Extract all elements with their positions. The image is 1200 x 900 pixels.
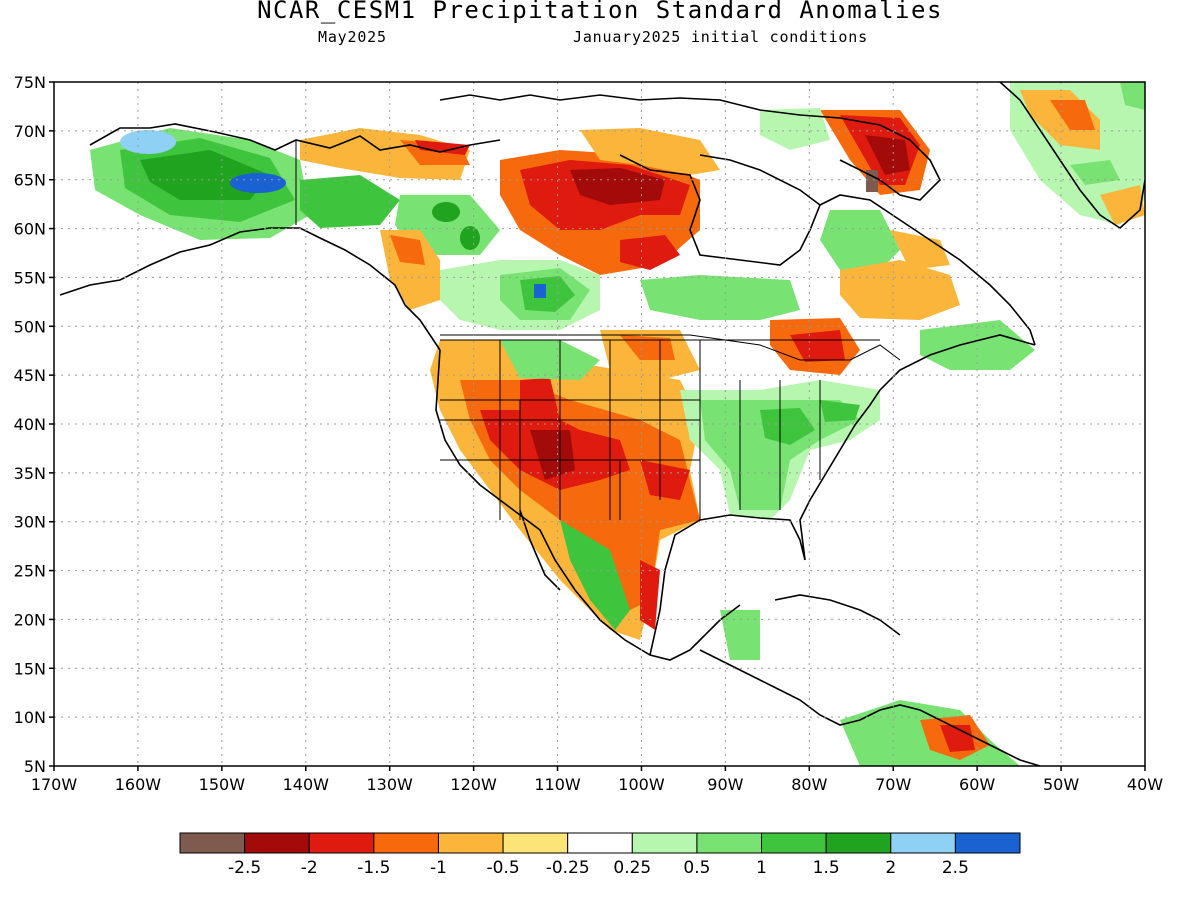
lon-tick-label: 40W xyxy=(1127,775,1163,794)
lon-tick-label: 140W xyxy=(283,775,330,794)
legend-label: 1.5 xyxy=(813,858,840,878)
legend-swatch xyxy=(308,832,375,854)
legend-swatch xyxy=(244,832,310,854)
longitude-axis: 170W 160W 150W 140W 130W 120W 110W 100W 90W 80W 70… xyxy=(31,766,1163,794)
lat-tick-label: 10N xyxy=(14,708,46,727)
state-borders xyxy=(440,339,880,520)
legend-label: 2 xyxy=(885,858,896,878)
lon-tick-label: 160W xyxy=(115,775,162,794)
central-america-coast xyxy=(699,649,1041,766)
lat-tick-label: 75N xyxy=(14,73,46,92)
legend-swatch xyxy=(373,832,439,854)
valid-month-label: May2025 xyxy=(318,28,387,46)
lat-tick-label: 55N xyxy=(14,268,46,287)
lat-tick-label: 65N xyxy=(14,171,46,190)
coastlines xyxy=(59,82,1145,766)
legend-swatch xyxy=(179,832,246,854)
canada-dry-anomaly xyxy=(300,128,720,310)
anomaly-shading xyxy=(90,82,1145,766)
legend-label: -0.25 xyxy=(546,858,590,878)
legend-swatch xyxy=(825,832,892,854)
lon-tick-label: 60W xyxy=(959,775,995,794)
west-coast xyxy=(435,349,741,661)
labrador-coast xyxy=(819,194,1036,346)
lat-tick-label: 30N xyxy=(14,513,46,532)
lat-tick-label: 35N xyxy=(14,464,46,483)
lon-tick-label: 70W xyxy=(875,775,911,794)
lat-lon-grid xyxy=(54,82,1145,766)
lon-tick-label: 170W xyxy=(31,775,78,794)
canada-border xyxy=(295,140,901,361)
lat-tick-label: 5N xyxy=(24,757,46,776)
lon-tick-label: 50W xyxy=(1043,775,1079,794)
legend-label: -1.5 xyxy=(357,858,390,878)
legend-swatch xyxy=(437,832,504,854)
lat-tick-label: 40N xyxy=(14,415,46,434)
map-title: NCAR_CESM1 Precipitation Standard Anomal… xyxy=(257,0,943,24)
lon-tick-label: 110W xyxy=(534,775,581,794)
latitude-axis: 75N 70N 65N 60N 55N 50N 45N 40N 35N 30N 25N 20N 15N 1… xyxy=(14,73,54,776)
legend-label: -2 xyxy=(301,858,318,878)
legend-label: 0.5 xyxy=(683,858,710,878)
arctic-islands xyxy=(439,94,941,201)
legend-swatch xyxy=(567,832,633,854)
initial-conditions-label: January2025 initial conditions xyxy=(573,28,868,46)
legend-label: -2.5 xyxy=(228,858,261,878)
lon-tick-label: 120W xyxy=(450,775,497,794)
greenland-coast xyxy=(999,82,1145,230)
lon-tick-label: 80W xyxy=(791,775,827,794)
color-legend: -2.5 -2 -1.5 -1 -0.5 -0.25 0.25 0.5 1 1.5 2 2.5 xyxy=(179,832,1021,878)
legend-swatch xyxy=(502,832,569,854)
legend-swatch xyxy=(890,832,956,854)
greenland-anomaly xyxy=(1010,82,1145,225)
legend-swatch xyxy=(954,832,1021,854)
lat-tick-label: 70N xyxy=(14,122,46,141)
lon-tick-label: 100W xyxy=(618,775,665,794)
legend-swatch xyxy=(696,832,763,854)
gulf-coast xyxy=(649,334,1036,656)
alaska-wet-anomaly xyxy=(90,128,500,255)
lat-tick-label: 50N xyxy=(14,317,46,336)
legend-label: -0.5 xyxy=(486,858,519,878)
cuba-coast xyxy=(774,594,901,636)
lat-tick-label: 45N xyxy=(14,366,46,385)
legend-label: 2.5 xyxy=(942,858,969,878)
legend-label: -1 xyxy=(430,858,447,878)
lat-tick-label: 25N xyxy=(14,562,46,581)
lat-tick-label: 60N xyxy=(14,220,46,239)
lat-tick-label: 20N xyxy=(14,610,46,629)
legend-swatch xyxy=(631,832,698,854)
lat-tick-label: 15N xyxy=(14,659,46,678)
legend-label: 1 xyxy=(756,858,767,878)
legend-label: 0.25 xyxy=(613,858,651,878)
hudson-bay-coast xyxy=(619,154,821,266)
lon-tick-label: 150W xyxy=(199,775,246,794)
legend-swatch xyxy=(761,832,827,854)
lon-tick-label: 130W xyxy=(367,775,414,794)
quebec-anomaly xyxy=(760,108,1035,375)
lon-tick-label: 90W xyxy=(707,775,743,794)
